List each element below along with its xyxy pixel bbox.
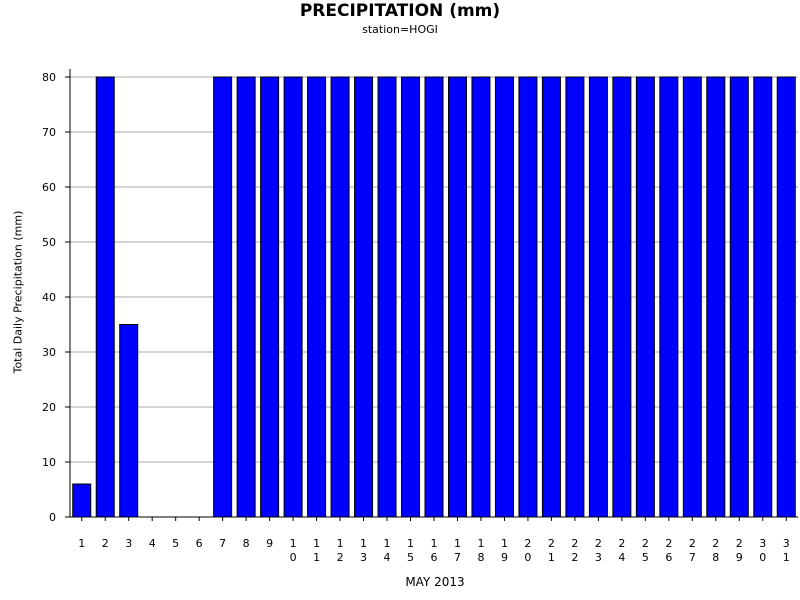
x-tick-label: 8 [243, 537, 250, 550]
bar [354, 76, 374, 518]
x-tick-label: 1 [384, 537, 391, 550]
x-tick-label: 4 [384, 551, 391, 564]
bar [753, 76, 773, 518]
y-tick-label: 70 [42, 126, 56, 139]
bar [612, 76, 632, 518]
x-ticks: 1 2 3 4 5 6 7 8 9 1011121314151617181920212223242… [78, 517, 790, 564]
x-tick-label: 1 [548, 551, 555, 564]
y-tick-label: 50 [42, 236, 56, 249]
bar [659, 76, 679, 518]
x-tick-label: 1 [477, 537, 484, 550]
x-tick-label: 3 [783, 537, 790, 550]
y-tick-label: 40 [42, 291, 56, 304]
x-tick-label: 0 [290, 551, 297, 564]
bar [706, 76, 726, 518]
x-tick-label: 9 [501, 551, 508, 564]
x-tick-label: 1 [337, 537, 344, 550]
y-tick-label: 10 [42, 456, 56, 469]
x-tick-label: 8 [477, 551, 484, 564]
x-tick-label: 2 [595, 537, 602, 550]
x-tick-label: 7 [689, 551, 696, 564]
bar [72, 483, 92, 518]
x-axis-label: MAY 2013 [405, 575, 465, 589]
x-tick-label: 9 [736, 551, 743, 564]
x-tick-label: 1 [501, 537, 508, 550]
x-tick-label: 1 [313, 537, 320, 550]
x-tick-label: 3 [759, 537, 766, 550]
x-tick-label: 0 [524, 551, 531, 564]
bar [236, 76, 256, 518]
x-tick-label: 2 [736, 537, 743, 550]
x-tick-label: 3 [125, 537, 132, 550]
x-tick-label: 2 [548, 537, 555, 550]
x-tick-label: 1 [313, 551, 320, 564]
x-tick-label: 1 [78, 537, 85, 550]
x-tick-label: 2 [618, 537, 625, 550]
bar [776, 76, 796, 518]
x-tick-label: 7 [219, 537, 226, 550]
bar [541, 76, 561, 518]
x-tick-label: 2 [689, 537, 696, 550]
chart-subtitle: station=HOGI [362, 23, 438, 36]
x-tick-label: 5 [172, 537, 179, 550]
bar [447, 76, 467, 518]
x-tick-label: 6 [196, 537, 203, 550]
x-tick-label: 6 [665, 551, 672, 564]
x-tick-label: 1 [454, 537, 461, 550]
bar [635, 76, 655, 518]
x-tick-label: 1 [290, 537, 297, 550]
bar [330, 76, 350, 518]
bar [213, 76, 233, 518]
x-tick-label: 1 [431, 537, 438, 550]
y-tick-label: 20 [42, 401, 56, 414]
bar [518, 76, 538, 518]
x-tick-label: 7 [454, 551, 461, 564]
x-tick-label: 4 [149, 537, 156, 550]
x-tick-label: 2 [571, 537, 578, 550]
bar [565, 76, 585, 518]
x-tick-label: 5 [407, 551, 414, 564]
y-tick-label: 80 [42, 71, 56, 84]
x-tick-label: 1 [783, 551, 790, 564]
chart-title: PRECIPITATION (mm) [299, 1, 501, 21]
x-tick-label: 0 [759, 551, 766, 564]
bar [119, 324, 139, 518]
x-tick-label: 2 [712, 537, 719, 550]
bar [95, 76, 115, 518]
bar [307, 76, 327, 518]
x-tick-label: 1 [407, 537, 414, 550]
x-tick-label: 9 [266, 537, 273, 550]
x-tick-label: 3 [360, 551, 367, 564]
x-tick-label: 5 [642, 551, 649, 564]
x-tick-label: 2 [102, 537, 109, 550]
x-tick-label: 2 [337, 551, 344, 564]
x-tick-label: 4 [618, 551, 625, 564]
x-tick-label: 2 [524, 537, 531, 550]
y-tick-label: 30 [42, 346, 56, 359]
bar [377, 76, 397, 518]
x-tick-label: 8 [712, 551, 719, 564]
bar [260, 76, 280, 518]
x-tick-label: 2 [642, 537, 649, 550]
x-tick-label: 2 [665, 537, 672, 550]
bar [401, 76, 421, 518]
y-tick-label: 60 [42, 181, 56, 194]
y-tick-label: 0 [49, 511, 56, 524]
bar [283, 76, 303, 518]
x-tick-label: 6 [431, 551, 438, 564]
bars [72, 76, 796, 518]
bar [588, 76, 608, 518]
bar [424, 76, 444, 518]
bar [682, 76, 702, 518]
y-ticks: 0 10 20 30 40 50 60 70 80 [42, 71, 70, 524]
bar [494, 76, 514, 518]
x-tick-label: 2 [571, 551, 578, 564]
x-tick-label: 1 [360, 537, 367, 550]
bar [471, 76, 491, 518]
bar [729, 76, 749, 518]
x-tick-label: 3 [595, 551, 602, 564]
